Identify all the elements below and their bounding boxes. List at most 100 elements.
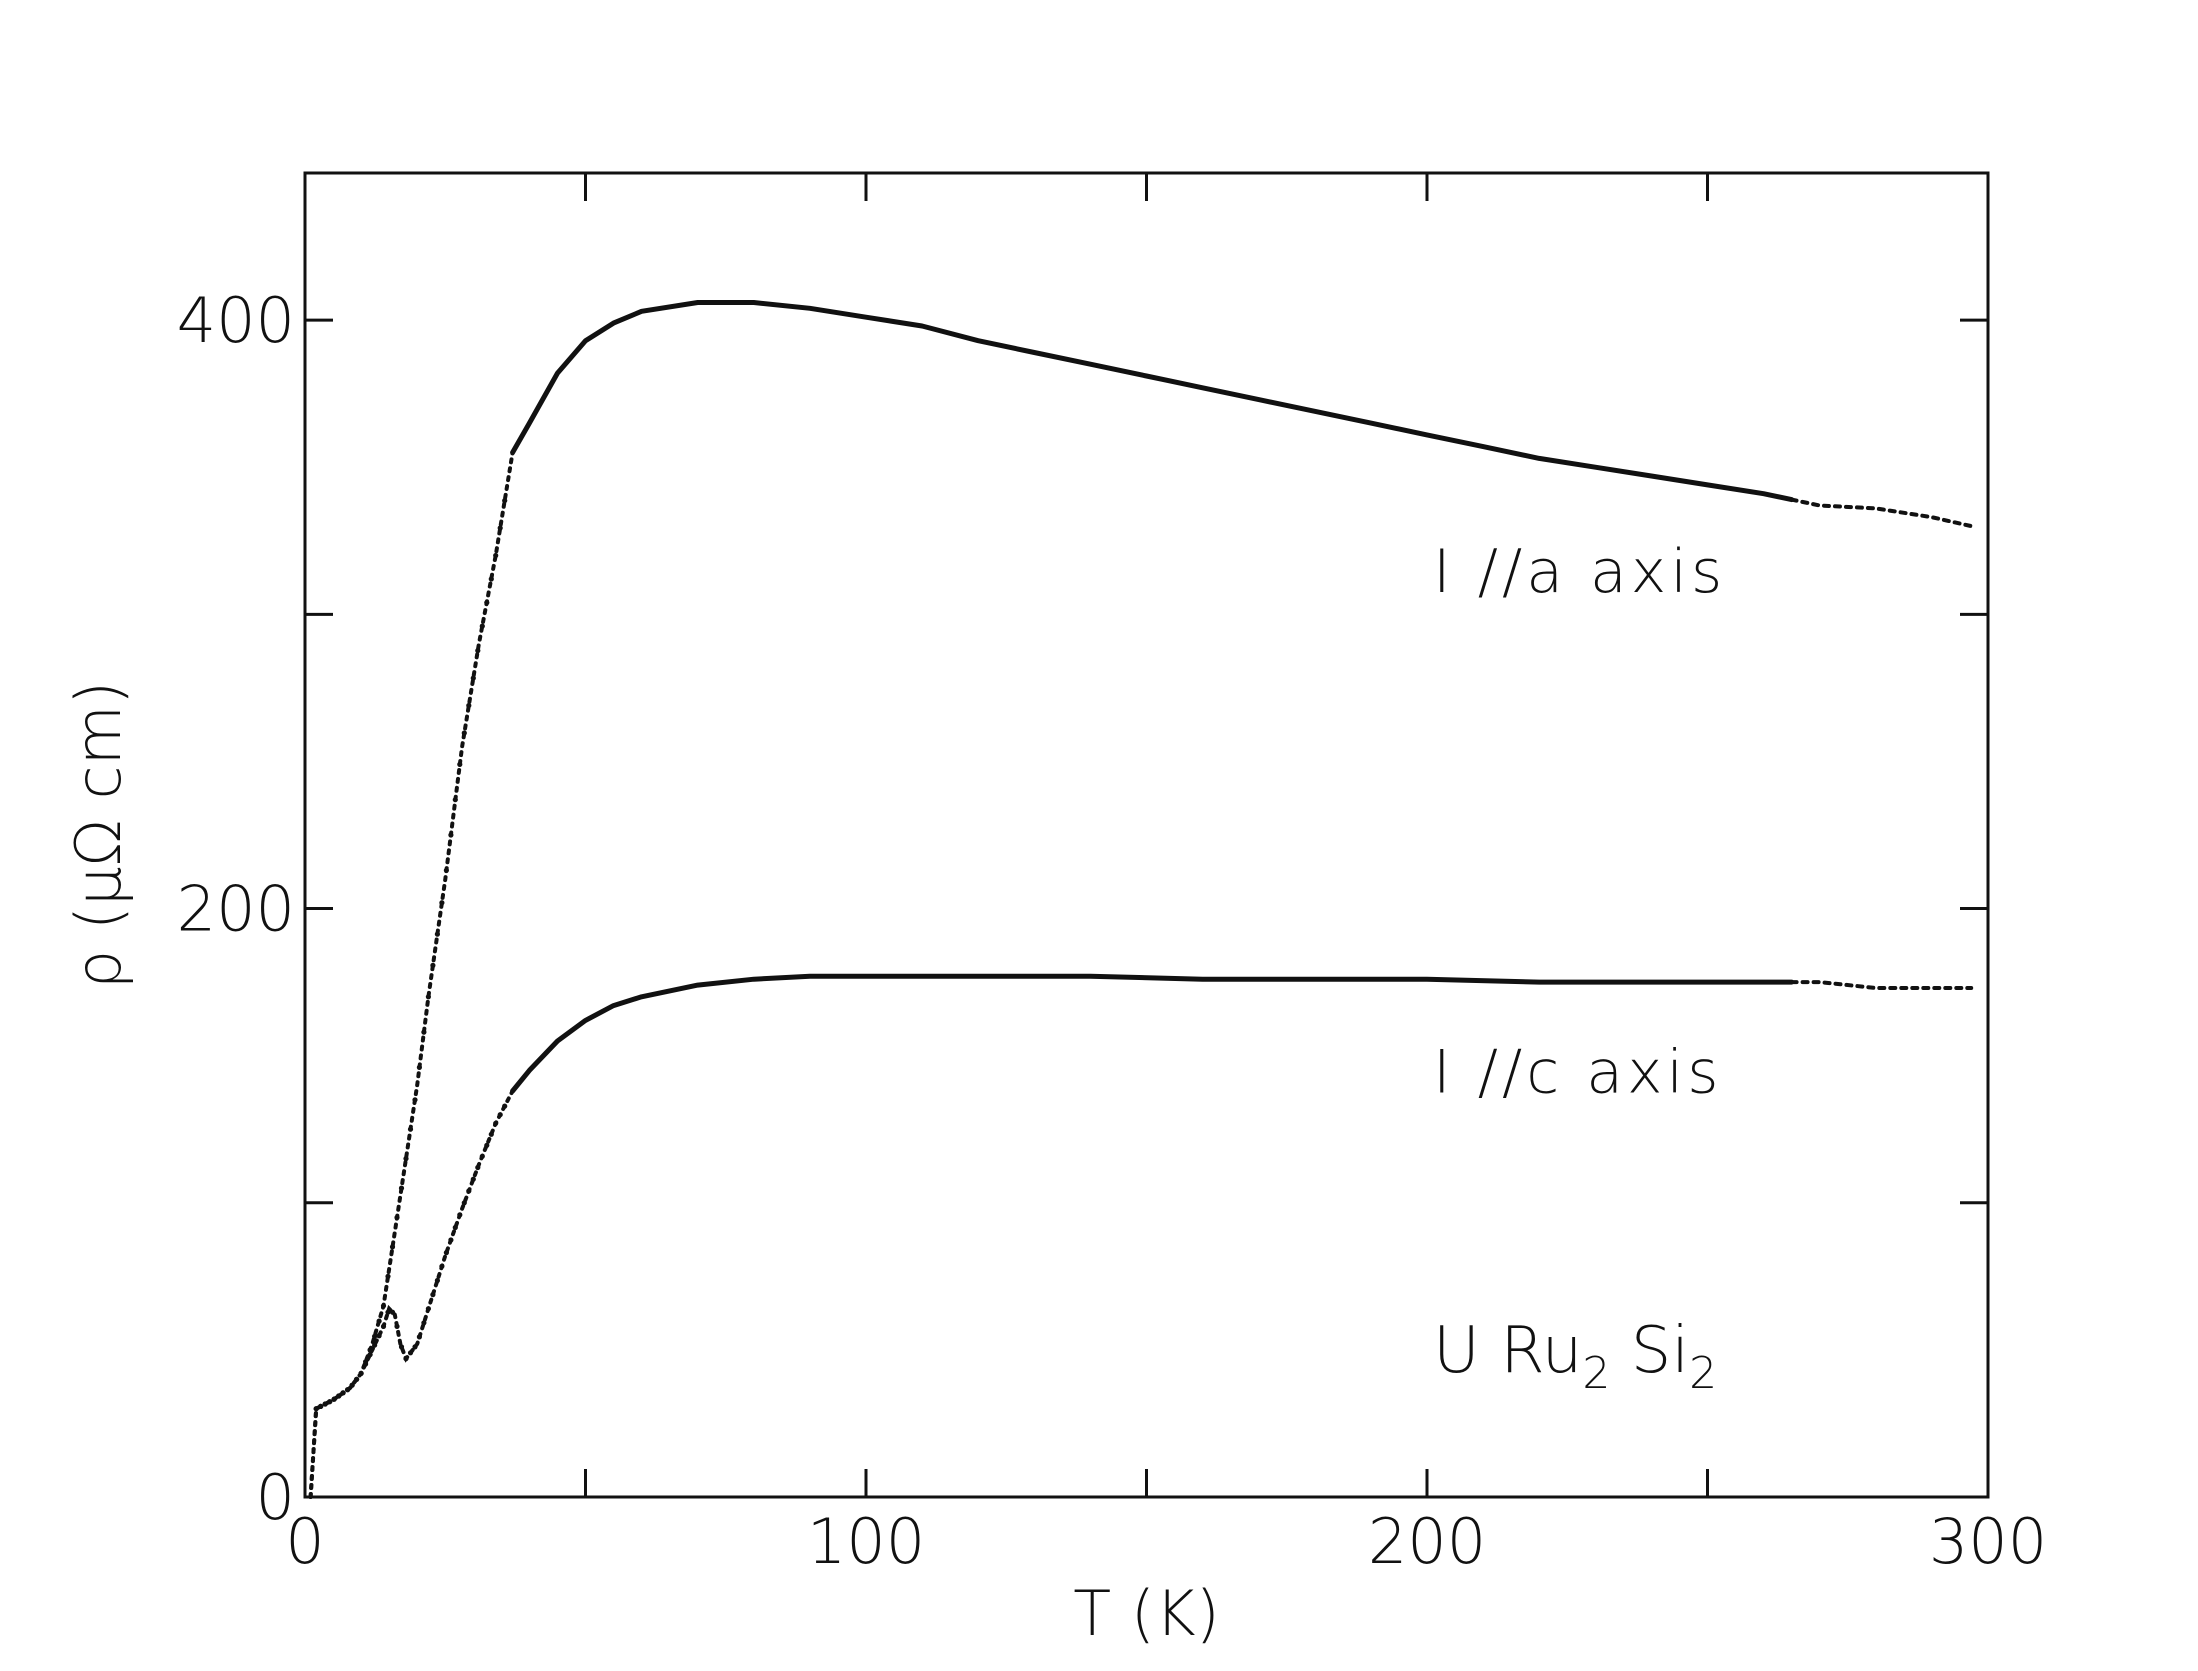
series-line-high-t bbox=[1789, 497, 1974, 529]
data-point bbox=[448, 832, 454, 838]
series-line-main bbox=[510, 973, 1795, 1094]
data-point bbox=[376, 1333, 382, 1339]
data-point bbox=[363, 1361, 369, 1367]
data-point bbox=[407, 1350, 414, 1356]
data-point bbox=[398, 1344, 405, 1350]
series-line-high-t bbox=[1789, 980, 1974, 990]
data-point bbox=[349, 1382, 355, 1388]
data-point bbox=[443, 867, 449, 873]
data-point bbox=[425, 1306, 431, 1312]
data-point bbox=[416, 1064, 422, 1070]
data-point bbox=[461, 1200, 467, 1206]
series-a-axis bbox=[308, 300, 1974, 1499]
data-point bbox=[345, 1387, 351, 1393]
x-tick-label: 100 bbox=[807, 1505, 925, 1578]
y-tick-label: 400 bbox=[177, 284, 295, 357]
data-point bbox=[439, 1263, 445, 1269]
x-tick-label: 300 bbox=[1929, 1505, 2047, 1578]
x-tick-label: 0 bbox=[285, 1505, 324, 1578]
data-point bbox=[430, 1292, 436, 1298]
data-point bbox=[380, 1323, 387, 1329]
data-point bbox=[385, 1309, 391, 1315]
compound-text: Si bbox=[1610, 1314, 1689, 1388]
data-point bbox=[475, 648, 481, 654]
data-point bbox=[318, 1403, 324, 1409]
data-point bbox=[389, 1244, 396, 1250]
data-point bbox=[367, 1352, 373, 1358]
data-point bbox=[479, 1153, 485, 1159]
axis-ticks bbox=[305, 173, 1988, 1497]
data-point bbox=[403, 1156, 409, 1162]
data-point bbox=[434, 1277, 440, 1284]
series-label-c-axis: I //c axis bbox=[1433, 1037, 1722, 1107]
data-point bbox=[412, 1344, 418, 1350]
data-point bbox=[475, 1164, 481, 1171]
data-point bbox=[457, 761, 463, 768]
data-point bbox=[394, 1323, 400, 1329]
data-point bbox=[403, 1356, 409, 1362]
data-point bbox=[394, 1214, 400, 1221]
data-point bbox=[421, 1029, 427, 1035]
data-point bbox=[488, 1131, 494, 1137]
data-point bbox=[372, 1342, 378, 1348]
compound-subscript: 2 bbox=[1689, 1348, 1717, 1399]
data-point bbox=[443, 1250, 449, 1256]
data-point bbox=[336, 1393, 342, 1399]
data-point bbox=[430, 962, 436, 969]
data-point bbox=[493, 552, 499, 559]
data-point bbox=[466, 702, 472, 709]
data-point bbox=[479, 623, 485, 629]
data-point bbox=[488, 576, 494, 582]
y-tick-label: 200 bbox=[177, 873, 295, 946]
data-point bbox=[457, 1212, 463, 1218]
data-point bbox=[380, 1303, 387, 1309]
data-point bbox=[497, 525, 503, 531]
data-point bbox=[497, 1112, 503, 1118]
series-layer bbox=[308, 300, 1974, 1499]
data-point bbox=[372, 1333, 378, 1339]
series-line-low-t bbox=[308, 1089, 515, 1499]
series-line-low-t bbox=[308, 450, 515, 1499]
data-point bbox=[376, 1318, 382, 1324]
data-point bbox=[452, 797, 458, 803]
data-point bbox=[439, 900, 445, 906]
data-point bbox=[407, 1126, 414, 1132]
data-point bbox=[358, 1370, 364, 1376]
data-point bbox=[331, 1396, 337, 1402]
x-tick-label: 200 bbox=[1368, 1505, 1486, 1578]
data-point bbox=[448, 1237, 454, 1243]
data-point bbox=[466, 1188, 472, 1194]
data-point bbox=[412, 1097, 418, 1103]
data-point bbox=[493, 1120, 499, 1126]
compound-text: U Ru bbox=[1433, 1314, 1582, 1388]
data-point bbox=[313, 1406, 319, 1412]
compound-label: U Ru2 Si2 bbox=[1433, 1314, 1717, 1399]
data-point bbox=[434, 931, 440, 937]
data-point bbox=[502, 1103, 508, 1109]
series-c-axis bbox=[308, 973, 1974, 1499]
data-point bbox=[340, 1390, 346, 1396]
annotation-layer: I //a axis I //c axis bbox=[1433, 537, 1726, 1107]
data-point bbox=[470, 675, 476, 681]
y-axis-title: ρ (μΩ cm) bbox=[62, 681, 135, 989]
data-point bbox=[452, 1224, 458, 1231]
data-point bbox=[502, 498, 508, 504]
tick-labels: 0 100 200 300 0 200 400 bbox=[177, 284, 2048, 1578]
series-label-a-axis: I //a axis bbox=[1433, 537, 1726, 607]
data-point bbox=[425, 994, 431, 1000]
data-point bbox=[389, 1309, 396, 1315]
data-point bbox=[385, 1273, 391, 1279]
data-point bbox=[461, 730, 467, 736]
data-point bbox=[398, 1185, 405, 1191]
data-point bbox=[470, 1176, 476, 1182]
x-axis-title: T (K) bbox=[1073, 1577, 1220, 1650]
data-point bbox=[421, 1320, 427, 1326]
compound-subscript: 2 bbox=[1582, 1348, 1610, 1399]
data-point bbox=[484, 1142, 490, 1148]
data-point bbox=[354, 1376, 360, 1382]
data-point bbox=[416, 1334, 422, 1340]
data-point bbox=[484, 600, 490, 606]
data-point bbox=[322, 1401, 328, 1407]
y-tick-label: 0 bbox=[256, 1461, 295, 1534]
